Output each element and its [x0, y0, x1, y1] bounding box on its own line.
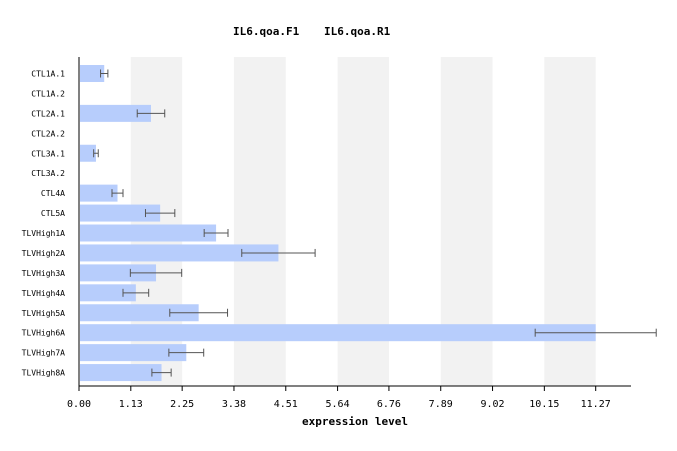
x-tick-label: 2.25 [170, 399, 194, 410]
category-label: TLVHigh1A [22, 229, 66, 238]
bar [80, 65, 105, 82]
category-label: TLVHigh7A [22, 349, 66, 358]
bar [80, 284, 136, 302]
x-tick-label: 10.15 [529, 399, 559, 410]
bar [80, 324, 596, 342]
x-tick-label: 3.38 [222, 399, 246, 410]
x-tick-label: 7.89 [429, 399, 453, 410]
bars-group [80, 65, 596, 382]
bar [80, 204, 161, 222]
category-label: TLVHigh5A [22, 309, 66, 318]
category-label: TLVHigh2A [22, 249, 66, 258]
x-tick-label: 11.27 [581, 399, 611, 410]
x-tick-label: 0.00 [67, 399, 91, 410]
x-tick-label: 6.76 [377, 399, 401, 410]
chart-title-primer-r: IL6.qoa.R1 [324, 25, 391, 38]
category-label: CTL1A.2 [31, 89, 65, 98]
category-label: CTL4A [41, 189, 65, 198]
bar [80, 304, 199, 322]
x-tick-labels: 0.00 1.13 2.25 3.38 4.51 5.64 6.76 7.89 9.02 10.1… [67, 399, 611, 410]
x-axis-title: expression level [302, 415, 408, 428]
category-label: CTL5A [41, 209, 65, 218]
category-label: TLVHigh4A [22, 289, 66, 298]
x-tick-label: 1.13 [119, 399, 143, 410]
bar [80, 224, 217, 242]
bar [80, 244, 279, 262]
category-label: CTL2A.2 [31, 129, 65, 138]
bar [80, 364, 162, 382]
axes-group [78, 57, 631, 391]
category-label: TLVHigh6A [22, 329, 66, 338]
category-label: TLVHigh8A [22, 369, 66, 378]
bar [80, 104, 151, 122]
x-tick-label: 5.64 [326, 399, 350, 410]
category-labels: CTL1A.1 CTL1A.2 CTL2A.1 CTL2A.2 CTL3A.1 CTL3A… [22, 70, 66, 378]
chart-title-primer-f: IL6.qoa.F1 [233, 25, 300, 38]
category-label: CTL3A.1 [31, 149, 65, 158]
error-bars-group [93, 69, 657, 377]
category-label: CTL3A.2 [31, 169, 65, 178]
bar [80, 184, 118, 202]
bar [80, 144, 96, 162]
bar [80, 264, 157, 282]
category-label: TLVHigh3A [22, 269, 66, 278]
category-label: CTL2A.1 [31, 109, 65, 118]
bar [80, 344, 187, 362]
x-tick-label: 4.51 [274, 399, 298, 410]
category-label: CTL1A.1 [31, 70, 65, 79]
x-tick-label: 9.02 [480, 399, 504, 410]
